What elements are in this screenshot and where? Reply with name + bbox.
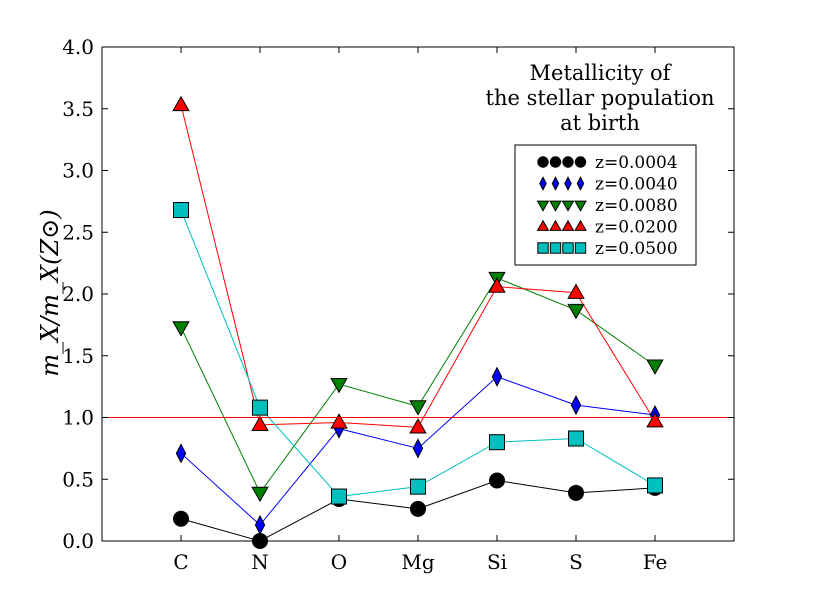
annotation-line: at birth: [560, 111, 640, 135]
data-point: [410, 500, 426, 517]
data-point: [568, 430, 584, 447]
legend-marker: [561, 200, 575, 212]
legend-marker: [574, 242, 587, 254]
x-tick-label: Mg: [401, 550, 434, 574]
legend-marker: [536, 200, 550, 212]
legend-marker: [561, 219, 575, 231]
data-point: [409, 418, 427, 434]
y-tick-label: 0.0: [62, 529, 94, 553]
x-tick-label: N: [251, 550, 269, 574]
legend-label: z=0.0200: [595, 218, 678, 238]
legend-label: z=0.0080: [595, 196, 678, 216]
data-point: [252, 399, 268, 416]
legend-marker: [549, 219, 562, 231]
axis-ticks: [102, 46, 734, 542]
x-tick-label: Si: [487, 550, 507, 574]
data-point: [330, 378, 348, 394]
x-tick-label: Fe: [643, 550, 668, 574]
legend-marker: [551, 176, 560, 191]
legend-marker: [537, 156, 549, 168]
series-markers: [172, 95, 664, 549]
legend-label: z=0.0040: [595, 175, 678, 195]
data-point: [410, 478, 426, 495]
y-axis-label: m_X/m_X(Z⊙): [36, 209, 64, 376]
legend-marker: [576, 176, 585, 191]
data-point: [570, 395, 582, 416]
y-tick-label: 3.0: [62, 159, 94, 183]
data-point: [251, 415, 269, 432]
data-point: [254, 514, 266, 536]
data-point: [567, 283, 585, 299]
legend-marker: [562, 242, 574, 254]
x-tick-labels: C N O Mg Si S Fe: [173, 550, 667, 574]
y-tick-label: 2.0: [62, 282, 94, 306]
data-point: [173, 202, 189, 219]
legend-marker: [564, 176, 572, 191]
y-tick-label: 2.5: [62, 220, 94, 244]
data-point: [489, 472, 505, 489]
legend-marker: [549, 242, 562, 254]
y-tick-label: 1.5: [62, 344, 94, 368]
data-point: [172, 95, 190, 112]
legend-marker: [562, 156, 574, 168]
data-point: [489, 434, 505, 451]
data-point: [412, 438, 424, 459]
data-point: [331, 488, 347, 505]
annotation-line: Metallicity of: [530, 61, 673, 85]
legend-marker: [536, 219, 550, 231]
legend-label: z=0.0500: [595, 239, 678, 259]
data-point: [251, 486, 269, 503]
legend-marker: [549, 156, 562, 168]
annotation-line: the stellar population: [486, 86, 715, 110]
data-point: [646, 411, 664, 428]
x-tick-label: O: [331, 550, 347, 574]
legend-label: z=0.0004: [595, 153, 678, 173]
x-tick-label: C: [173, 550, 188, 574]
data-point: [646, 359, 664, 375]
y-tick-label: 4.0: [62, 35, 94, 59]
y-tick-labels: 0.0 0.5 1.0 1.5 2.0 2.5 3.0 3.5 4.0: [62, 35, 94, 553]
data-point: [173, 510, 189, 527]
data-point: [488, 277, 506, 293]
x-tick-label: S: [569, 550, 583, 574]
data-point: [409, 400, 427, 416]
legend-marker: [574, 219, 587, 231]
legend-marker: [539, 176, 547, 191]
legend-marker: [574, 200, 587, 212]
legend-marker: [537, 242, 549, 254]
legend-marker: [574, 156, 587, 168]
data-point: [172, 321, 190, 337]
data-point: [330, 413, 348, 429]
data-point: [175, 443, 187, 464]
data-point: [567, 303, 585, 320]
data-point: [491, 366, 503, 387]
data-point: [647, 477, 663, 494]
legend-marker: [549, 200, 562, 212]
data-point: [568, 484, 584, 501]
y-tick-label: 1.0: [62, 406, 94, 430]
y-tick-label: 0.5: [62, 467, 94, 491]
y-tick-label: 3.5: [62, 97, 94, 121]
series-line-z=0.0080: [180, 277, 656, 494]
